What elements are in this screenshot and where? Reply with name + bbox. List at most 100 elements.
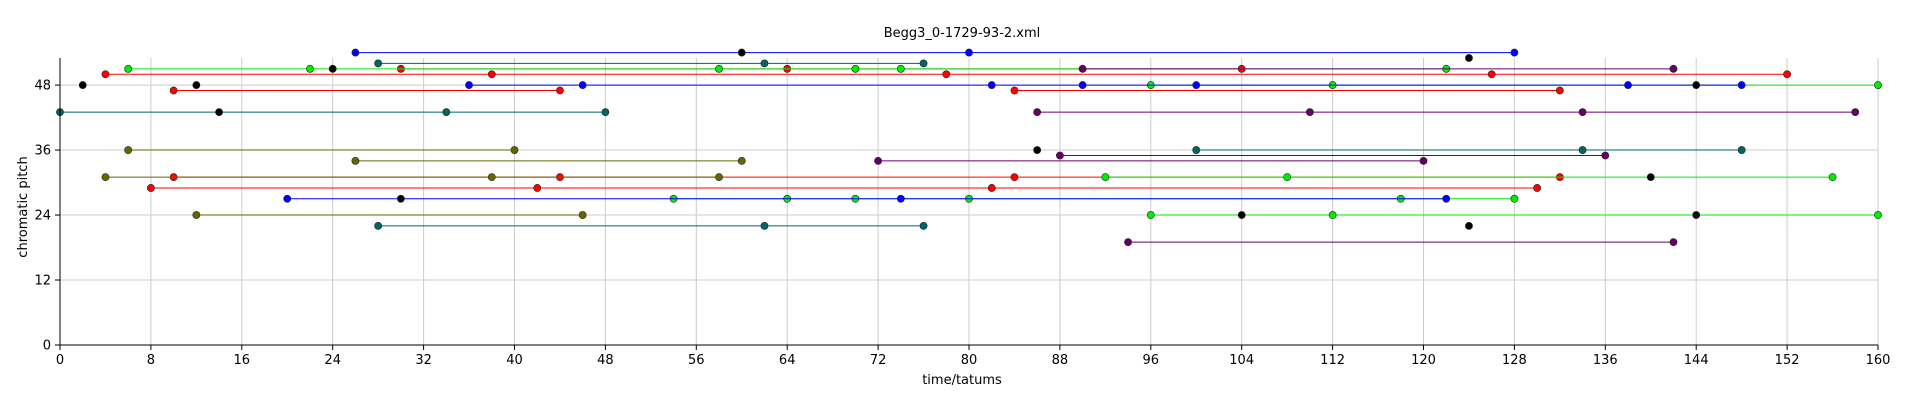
note-point	[987, 184, 996, 192]
x-tick-label: 48	[597, 353, 614, 368]
note-point	[1056, 151, 1064, 160]
x-tick-label: 120	[1411, 353, 1436, 368]
note-point	[760, 221, 769, 230]
note-point	[351, 48, 360, 57]
note-point	[1646, 173, 1655, 182]
x-tick-label: 40	[506, 353, 523, 368]
note-point	[1419, 156, 1428, 165]
note-point	[987, 81, 996, 89]
note-point	[146, 184, 155, 192]
note-point	[896, 194, 905, 203]
x-tick-label: 32	[415, 353, 432, 368]
note-point	[1828, 173, 1837, 182]
x-tick-label: 72	[870, 353, 887, 368]
note-point	[715, 64, 723, 73]
note-point	[487, 70, 496, 79]
x-tick-label: 88	[1052, 353, 1069, 368]
note-point	[1874, 211, 1882, 219]
note-point	[465, 81, 473, 89]
y-tick-label: 48	[34, 79, 51, 94]
y-tick-label: 12	[34, 274, 51, 289]
note-point	[1033, 108, 1042, 117]
note-point	[1033, 146, 1042, 154]
note-point	[1692, 81, 1701, 89]
note-point	[1078, 81, 1087, 89]
note-point	[78, 81, 87, 89]
note-point	[715, 173, 723, 182]
y-tick-label: 24	[34, 209, 51, 224]
x-tick-label: 8	[147, 353, 155, 368]
note-point	[1510, 194, 1519, 203]
series-purple	[874, 64, 1860, 247]
note-point	[1465, 54, 1473, 62]
x-tick-label: 16	[234, 353, 251, 368]
note-point	[1692, 211, 1701, 219]
note-point	[1578, 146, 1587, 154]
note-point	[192, 211, 201, 219]
series-layer	[56, 48, 1882, 247]
note-point	[124, 146, 133, 154]
note-point	[374, 59, 383, 68]
x-tick-label: 160	[1866, 353, 1891, 368]
axes: 0 8 16 24 32 40 48 56 64 72 80 88 96 104 112 120 128 136 1…	[34, 58, 1890, 368]
note-point	[351, 156, 360, 165]
note-point	[919, 59, 928, 68]
note-point	[1783, 70, 1791, 79]
series-red	[101, 64, 1791, 192]
note-point	[101, 70, 110, 79]
note-point	[851, 64, 860, 73]
note-point	[1624, 81, 1632, 89]
note-point	[283, 194, 292, 203]
x-tick-label: 104	[1229, 353, 1254, 368]
note-point	[1874, 81, 1882, 89]
note-point	[556, 86, 564, 95]
note-point	[1237, 211, 1246, 219]
note-point	[1442, 194, 1451, 203]
note-point	[533, 184, 542, 192]
series-teal	[56, 59, 1746, 230]
note-point	[192, 81, 201, 89]
x-tick-label: 152	[1775, 353, 1800, 368]
x-tick-label: 24	[324, 353, 341, 368]
note-point	[1601, 151, 1610, 160]
note-point	[919, 221, 928, 230]
x-tick-label: 80	[961, 353, 978, 368]
note-point	[578, 81, 587, 89]
note-point	[1010, 86, 1019, 95]
note-point	[169, 86, 178, 95]
note-point	[1487, 70, 1496, 79]
y-tick-label: 36	[34, 144, 51, 159]
note-point	[1010, 173, 1019, 182]
note-point	[737, 156, 746, 165]
note-point	[1737, 81, 1746, 89]
note-point	[1669, 238, 1678, 247]
series-blue	[283, 48, 1746, 203]
note-point	[578, 211, 587, 219]
note-point	[737, 48, 746, 57]
series-olive	[101, 146, 746, 219]
note-point	[896, 64, 905, 73]
series-black	[78, 48, 1701, 230]
y-axis-label: chromatic pitch	[16, 156, 31, 257]
note-point	[1192, 81, 1201, 89]
note-point	[1737, 146, 1746, 154]
note-point	[1124, 238, 1132, 247]
note-point	[1146, 211, 1155, 219]
note-point	[1669, 64, 1678, 73]
chart-title: Begg3_0-1729-93-2.xml	[884, 26, 1041, 41]
note-point	[1101, 173, 1110, 182]
note-point	[1283, 173, 1292, 182]
note-point	[1510, 48, 1519, 57]
x-axis-label: time/tatums	[922, 373, 1002, 388]
note-point	[306, 64, 314, 73]
note-point	[1555, 86, 1564, 95]
note-point	[1328, 211, 1337, 219]
note-point	[215, 108, 223, 117]
note-point	[1851, 108, 1860, 117]
note-point	[1305, 108, 1314, 117]
note-point	[760, 59, 769, 68]
note-point	[965, 48, 973, 57]
note-point	[874, 156, 882, 165]
x-tick-label: 144	[1684, 353, 1709, 368]
note-point	[101, 173, 110, 182]
